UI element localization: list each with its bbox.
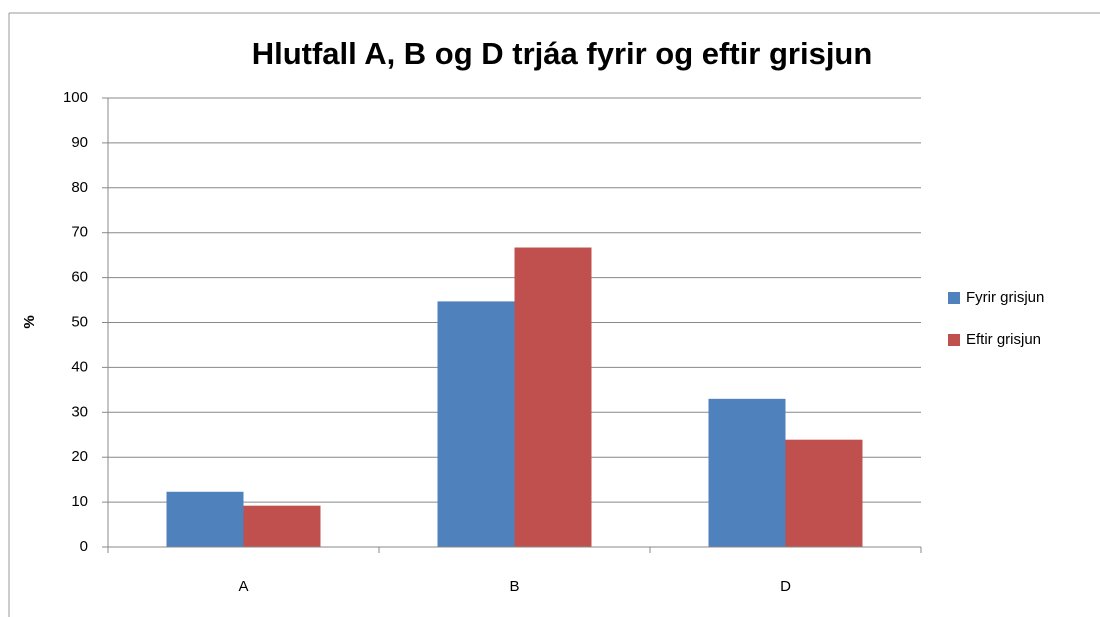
y-tick-label: 70	[71, 224, 88, 241]
bar	[437, 301, 515, 547]
x-tick-label: B	[509, 578, 519, 595]
bar	[708, 398, 786, 547]
bar	[243, 505, 321, 547]
y-tick-label: 60	[71, 269, 88, 286]
bar	[785, 439, 863, 547]
bar	[514, 247, 592, 547]
y-tick-label: 40	[71, 358, 88, 375]
x-tick-label: A	[238, 578, 248, 595]
y-tick-label: 30	[71, 403, 88, 420]
bar	[166, 491, 244, 547]
legend-label: Eftir grisjun	[966, 331, 1041, 348]
x-tick-label: D	[780, 578, 791, 595]
y-tick-label: 0	[80, 538, 88, 555]
y-axis-label: %	[21, 315, 38, 328]
y-tick-label: 80	[71, 179, 88, 196]
legend-label: Fyrir grisjun	[966, 289, 1044, 306]
y-tick-label: 90	[71, 134, 88, 151]
chart-title: Hlutfall A, B og D trjáa fyrir og eftir …	[252, 36, 873, 71]
y-tick-label: 50	[71, 313, 88, 330]
legend-swatch	[948, 292, 960, 304]
y-tick-label: 20	[71, 448, 88, 465]
y-tick-label: 10	[71, 493, 88, 510]
y-tick-label: 100	[63, 89, 88, 106]
legend-swatch	[948, 334, 960, 346]
